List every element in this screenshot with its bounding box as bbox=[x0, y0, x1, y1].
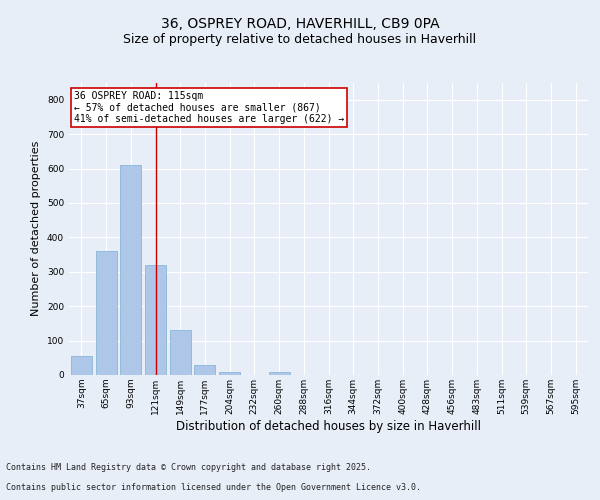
Bar bbox=[170, 330, 191, 375]
Bar bbox=[194, 364, 215, 375]
Text: 36 OSPREY ROAD: 115sqm
← 57% of detached houses are smaller (867)
41% of semi-de: 36 OSPREY ROAD: 115sqm ← 57% of detached… bbox=[74, 92, 344, 124]
Bar bbox=[95, 251, 116, 375]
X-axis label: Distribution of detached houses by size in Haverhill: Distribution of detached houses by size … bbox=[176, 420, 481, 432]
Bar bbox=[219, 372, 240, 375]
Bar bbox=[145, 265, 166, 375]
Text: Contains HM Land Registry data © Crown copyright and database right 2025.: Contains HM Land Registry data © Crown c… bbox=[6, 464, 371, 472]
Bar bbox=[71, 356, 92, 375]
Bar bbox=[120, 165, 141, 375]
Text: Contains public sector information licensed under the Open Government Licence v3: Contains public sector information licen… bbox=[6, 484, 421, 492]
Bar bbox=[269, 372, 290, 375]
Text: Size of property relative to detached houses in Haverhill: Size of property relative to detached ho… bbox=[124, 32, 476, 46]
Y-axis label: Number of detached properties: Number of detached properties bbox=[31, 141, 41, 316]
Text: 36, OSPREY ROAD, HAVERHILL, CB9 0PA: 36, OSPREY ROAD, HAVERHILL, CB9 0PA bbox=[161, 18, 439, 32]
